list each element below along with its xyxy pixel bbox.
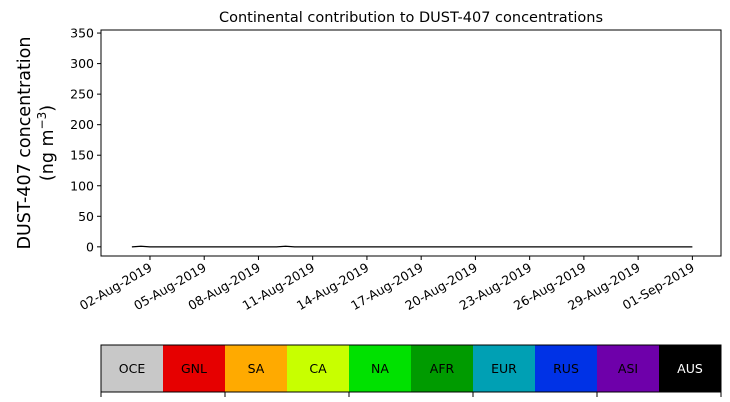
legend-swatch-na xyxy=(349,345,411,392)
legend-swatch-sa xyxy=(225,345,287,392)
legend-swatch-aus xyxy=(659,345,721,392)
legend-swatch-rus xyxy=(535,345,597,392)
plot-frame xyxy=(100,29,722,257)
y-tick-label: 50 xyxy=(78,209,94,224)
legend-label: NA xyxy=(371,361,389,376)
total-outline xyxy=(131,245,693,248)
legend-swatch-oce xyxy=(101,345,163,392)
legend-swatch-gnl xyxy=(163,345,225,392)
legend-swatch-ca xyxy=(287,345,349,392)
y-axis-label-line1: DUST-407 concentration xyxy=(15,37,35,250)
y-tick-label: 150 xyxy=(70,148,94,163)
legend-swatch-asi xyxy=(597,345,659,392)
legend-label: RUS xyxy=(553,361,579,376)
legend-label: CA xyxy=(309,361,327,376)
legend-swatch-afr xyxy=(411,345,473,392)
legend-label: SA xyxy=(248,361,265,376)
x-axis: 02-Aug-201905-Aug-201908-Aug-201911-Aug-… xyxy=(77,256,697,313)
y-tick-label: 350 xyxy=(70,26,94,41)
y-tick-label: 100 xyxy=(70,178,94,193)
y-tick-label: 250 xyxy=(70,87,94,102)
legend-frame xyxy=(100,344,722,393)
legend-label: EUR xyxy=(491,361,517,376)
y-axis: 0 50 100 150 200 250 300 350 xyxy=(70,26,101,254)
legend-label: GNL xyxy=(181,361,207,376)
legend-label: ASI xyxy=(618,361,638,376)
y-axis-label: DUST-407 concentration (ng m−3) xyxy=(15,37,58,250)
total-line xyxy=(131,245,693,248)
y-axis-label-line2: (ng m−3) xyxy=(35,105,58,181)
legend-label: AUS xyxy=(677,361,703,376)
y-tick-label: 0 xyxy=(86,239,94,254)
continent-legend: OCE GNL SA CA NA AFR EUR RUS ASI AUS xyxy=(100,344,722,397)
legend-label: OCE xyxy=(119,361,146,376)
chart-title: Continental contribution to DUST-407 con… xyxy=(219,10,603,26)
y-tick-label: 200 xyxy=(70,117,94,132)
y-tick-label: 300 xyxy=(70,56,94,71)
legend-label: AFR xyxy=(430,361,455,376)
legend-swatch-eur xyxy=(473,345,535,392)
